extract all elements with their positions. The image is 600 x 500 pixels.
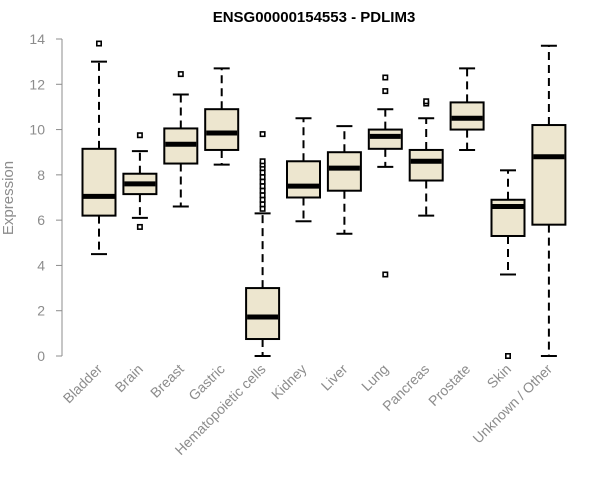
y-tick-label: 0 xyxy=(37,348,45,364)
x-category-label: Prostate xyxy=(425,361,473,409)
box-lung xyxy=(367,74,403,278)
outlier-point xyxy=(382,88,389,95)
y-tick-label: 6 xyxy=(37,212,45,228)
boxes-layer xyxy=(81,40,567,359)
y-tick-label: 12 xyxy=(29,76,45,92)
outlier-point xyxy=(136,132,143,139)
y-axis-title: Expression xyxy=(0,161,17,235)
x-category-label: Brain xyxy=(112,361,146,395)
iqr-box xyxy=(245,287,281,341)
box-skin xyxy=(490,169,526,359)
y-tick-label: 8 xyxy=(37,167,45,183)
box-gastric xyxy=(204,67,240,166)
iqr-box xyxy=(408,148,444,182)
outlier-point xyxy=(423,98,430,105)
box-prostate xyxy=(449,67,485,151)
iqr-box xyxy=(326,151,362,192)
outlier-point xyxy=(504,352,511,359)
y-tick-label: 14 xyxy=(29,31,45,47)
box-brain xyxy=(122,132,158,230)
box-pancreas xyxy=(408,98,444,217)
outlier-point xyxy=(177,71,184,78)
outlier-point xyxy=(259,158,266,165)
iqr-box xyxy=(204,108,240,151)
box-unknown-other xyxy=(531,44,567,357)
outlier-point xyxy=(382,74,389,81)
iqr-box xyxy=(81,147,117,217)
x-category-label: Bladder xyxy=(60,361,106,407)
box-bladder xyxy=(81,40,117,256)
box-kidney xyxy=(286,117,321,223)
chart-title: ENSG00000154553 - PDLIM3 xyxy=(213,9,416,26)
y-axis: 0 2 4 6 8 10 12 14 xyxy=(29,31,63,364)
box-hematopoietic-cells xyxy=(245,131,281,357)
outlier-point xyxy=(136,223,143,230)
iqr-box xyxy=(531,124,567,226)
outlier-point xyxy=(382,271,389,278)
y-tick-label: 4 xyxy=(37,257,45,273)
x-category-label: Skin xyxy=(484,361,515,392)
iqr-box xyxy=(367,128,403,150)
x-category-label: Breast xyxy=(147,361,187,401)
outlier-point xyxy=(259,131,266,138)
iqr-box xyxy=(286,160,321,199)
x-category-label: Liver xyxy=(318,361,351,394)
y-tick-label: 10 xyxy=(29,122,45,138)
x-category-label: Lung xyxy=(358,361,391,394)
box-liver xyxy=(326,125,362,235)
outlier-point xyxy=(96,40,103,47)
x-category-label: Kidney xyxy=(268,361,310,403)
y-tick-label: 2 xyxy=(37,303,45,319)
box-breast xyxy=(163,71,199,208)
